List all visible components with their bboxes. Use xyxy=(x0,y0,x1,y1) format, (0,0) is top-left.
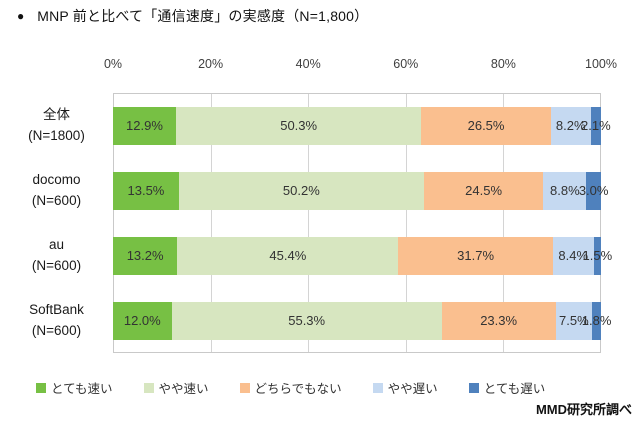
segment-value-label: 55.3% xyxy=(288,313,326,328)
bar-segment-neutral: 24.5% xyxy=(423,171,544,210)
legend-label: とても遅い xyxy=(483,382,546,396)
stacked-bar: 13.5% 50.2% 24.5% 8.8% 3.0% xyxy=(113,171,608,210)
segment-value-label: 13.2% xyxy=(126,248,164,263)
segment-value-label: 24.5% xyxy=(465,183,503,198)
segment-value-label: 12.0% xyxy=(123,313,161,328)
x-axis: 0% 20% 40% 60% 80% 100% xyxy=(104,57,617,73)
segment-value-label: 45.4% xyxy=(269,248,307,263)
bar-rows: 全体 (N=1800) 12.9% 50.3% 26.5% 8.2% 2.1% docomo (… xyxy=(0,93,612,353)
segment-value-label: 50.3% xyxy=(280,118,318,133)
legend-swatch-icon xyxy=(143,382,154,393)
bullet-icon: ● xyxy=(17,9,25,23)
legend-label: やや速い xyxy=(158,382,209,396)
segment-value-label: 8.8% xyxy=(550,183,580,198)
category-label: 全体 (N=1800) xyxy=(0,105,113,147)
source-credit: MMD研究所調べ xyxy=(535,402,632,417)
gridline xyxy=(211,94,213,352)
bar-segment-somewhat-slow: 7.5% xyxy=(555,301,593,340)
legend-swatch-icon xyxy=(468,382,479,393)
segment-value-label: 26.5% xyxy=(467,118,505,133)
legend-item-neutral: どちらでもない xyxy=(239,378,342,397)
category-label: au (N=600) xyxy=(0,235,113,277)
gridline xyxy=(502,94,504,352)
segment-value-label: 13.5% xyxy=(127,183,165,198)
bar-segment-somewhat-fast: 45.4% xyxy=(177,236,399,275)
x-tick-label: 60% xyxy=(393,57,419,71)
legend-swatch-icon xyxy=(372,382,383,393)
category-label: SoftBank (N=600) xyxy=(0,300,113,342)
bar-segment-very-fast: 13.5% xyxy=(113,171,179,210)
category-name: SoftBank xyxy=(29,301,84,317)
segment-value-label: 1.8% xyxy=(581,313,612,328)
legend-item-very-slow: とても遅い xyxy=(468,378,546,397)
bar-segment-somewhat-fast: 50.3% xyxy=(175,106,422,145)
bar-segment-neutral: 31.7% xyxy=(398,236,553,275)
bar-row: 全体 (N=1800) 12.9% 50.3% 26.5% 8.2% 2.1% xyxy=(0,93,611,158)
bar-segment-very-slow: 1.8% xyxy=(582,301,611,340)
legend-label: とても速い xyxy=(51,382,113,396)
x-tick-label: 40% xyxy=(295,57,321,71)
legend-label: どちらでもない xyxy=(254,382,342,396)
chart-title-row: ● MNP 前と比べて「通信速度」の実感度（N=1,800） xyxy=(17,6,368,26)
bar-segment-somewhat-slow: 8.8% xyxy=(543,171,587,210)
category-sample-size: (N=600) xyxy=(31,257,82,273)
segment-value-label: 31.7% xyxy=(457,248,495,263)
category-label: docomo (N=600) xyxy=(0,170,113,212)
bar-segment-somewhat-slow: 8.4% xyxy=(552,236,594,275)
gridline xyxy=(308,94,310,352)
segment-value-label: 23.3% xyxy=(480,313,518,328)
category-sample-size: (N=600) xyxy=(31,322,82,338)
bar-segment-very-slow: 1.5% xyxy=(583,236,612,275)
x-tick-label: 0% xyxy=(103,57,123,71)
stacked-bar: 13.2% 45.4% 31.7% 8.4% 1.5% xyxy=(113,236,612,275)
category-sample-size: (N=1800) xyxy=(28,127,85,143)
segment-value-label: 2.1% xyxy=(581,118,611,133)
bar-segment-somewhat-slow: 8.2% xyxy=(550,106,591,145)
bar-segment-neutral: 23.3% xyxy=(441,301,556,340)
bar-row: docomo (N=600) 13.5% 50.2% 24.5% 8.8% 3.0% xyxy=(0,158,608,223)
legend-swatch-icon xyxy=(239,382,250,393)
bar-row: SoftBank (N=600) 12.0% 55.3% 23.3% 7.5% 1.8% xyxy=(0,288,611,353)
segment-value-label: 1.5% xyxy=(582,248,613,263)
bar-segment-neutral: 26.5% xyxy=(421,106,551,145)
bar-segment-very-fast: 12.9% xyxy=(113,106,176,145)
segment-value-label: 8.4% xyxy=(558,248,589,263)
legend-item-somewhat-fast: やや速い xyxy=(143,378,209,397)
chart-title: MNP 前と比べて「通信速度」の実感度（N=1,800） xyxy=(37,8,369,24)
segment-value-label: 7.5% xyxy=(559,313,589,328)
category-name: docomo xyxy=(32,171,81,187)
stacked-bar: 12.0% 55.3% 23.3% 7.5% 1.8% xyxy=(113,301,611,340)
category-name: au xyxy=(48,236,65,252)
bar-row: au (N=600) 13.2% 45.4% 31.7% 8.4% 1.5% xyxy=(0,223,612,288)
segment-value-label: 12.9% xyxy=(126,118,163,133)
bar-segment-very-slow: 3.0% xyxy=(579,171,608,210)
gridline xyxy=(405,94,407,352)
bar-segment-somewhat-fast: 55.3% xyxy=(171,301,442,340)
bar-segment-very-fast: 12.0% xyxy=(113,301,172,340)
x-tick-label: 20% xyxy=(198,57,224,71)
legend: とても速い やや速い どちらでもない やや遅い とても遅い xyxy=(36,378,545,397)
segment-value-label: 50.2% xyxy=(282,183,320,198)
bar-segment-somewhat-fast: 50.2% xyxy=(178,171,424,210)
legend-item-very-fast: とても速い xyxy=(36,378,113,397)
category-name: 全体 xyxy=(43,106,70,122)
legend-swatch-icon xyxy=(36,382,46,393)
stacked-bar: 12.9% 50.3% 26.5% 8.2% 2.1% xyxy=(113,106,611,145)
x-tick-label: 100% xyxy=(585,57,617,71)
category-sample-size: (N=600) xyxy=(31,192,82,208)
bar-segment-very-fast: 13.2% xyxy=(113,236,178,275)
segment-value-label: 8.2% xyxy=(555,118,586,133)
segment-value-label: 3.0% xyxy=(578,183,609,198)
legend-item-somewhat-slow: やや遅い xyxy=(372,378,438,397)
x-tick-label: 80% xyxy=(490,57,516,71)
legend-label: やや遅い xyxy=(387,382,438,396)
bar-segment-very-slow: 2.1% xyxy=(581,106,611,145)
